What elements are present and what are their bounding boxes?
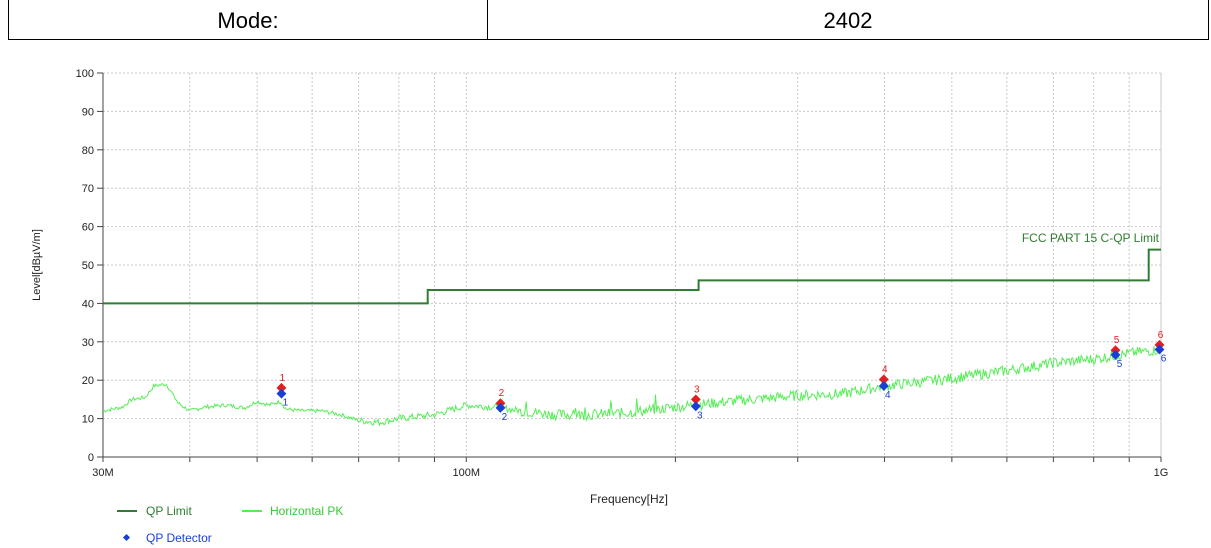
y-tick-label: 80 — [82, 145, 94, 157]
peak-marker-label: 5 — [1114, 335, 1120, 346]
legend-qp-limit-label: QP Limit — [146, 504, 192, 518]
peak-marker-label: 3 — [694, 384, 700, 395]
legend-qp-detector-swatch — [122, 533, 131, 542]
peak-marker — [690, 394, 701, 405]
grid — [103, 72, 1162, 457]
peak-marker-label: 4 — [882, 364, 888, 375]
mode-table: Mode: 2402 — [8, 0, 1209, 40]
axes: 0 10 20 30 40 50 60 70 80 90 100 30M 100M 1G — [76, 68, 1169, 479]
x-tick-label: 30M — [92, 467, 113, 479]
horizontal-pk-line — [102, 345, 1162, 427]
qp-marker-label: 4 — [885, 390, 891, 401]
x-tick-label: 100M — [452, 467, 480, 479]
peak-marker-label: 2 — [499, 388, 505, 399]
y-tick-label: 70 — [82, 183, 94, 195]
mode-row: Mode: 2402 — [8, 0, 1209, 40]
limit-annotation: FCC PART 15 C-QP Limit — [1022, 231, 1160, 245]
legend-qp-detector-label: QP Detector — [146, 531, 212, 545]
y-axis-label: Level[dBµV/m] — [31, 229, 43, 301]
qp-marker-label: 1 — [283, 398, 289, 409]
y-tick-label: 0 — [88, 452, 94, 464]
y-tick-label: 30 — [82, 337, 94, 349]
markers: 1 1 2 2 3 3 4 4 5 5 6 6 — [276, 330, 1167, 423]
x-axis-label: Frequency[Hz] — [590, 492, 668, 506]
peak-marker-label: 6 — [1158, 330, 1164, 341]
qp-detector-marker — [276, 388, 287, 399]
y-tick-label: 20 — [82, 375, 94, 387]
qp-marker-label: 3 — [697, 410, 703, 421]
y-tick-label: 40 — [82, 298, 94, 310]
y-tick-label: 60 — [82, 222, 94, 234]
qp-detector-marker — [878, 381, 889, 391]
legend: QP Limit Horizontal PK QP Detector — [117, 504, 343, 545]
y-tick-label: 10 — [82, 414, 94, 426]
qp-marker-label: 5 — [1117, 359, 1123, 370]
y-tick-label: 90 — [82, 106, 94, 118]
qp-detector-marker — [1154, 344, 1165, 355]
qp-limit-line — [103, 248, 1161, 305]
peak-marker — [276, 382, 287, 393]
y-tick-label: 50 — [82, 260, 94, 272]
qp-detector-marker — [690, 401, 701, 412]
y-tick-label: 100 — [76, 68, 94, 80]
qp-marker-label: 6 — [1161, 353, 1167, 364]
legend-horizontal-pk-label: Horizontal PK — [270, 504, 343, 518]
qp-detector-marker — [495, 402, 506, 413]
peak-marker — [878, 374, 889, 385]
qp-detector-marker — [1110, 349, 1121, 360]
qp-marker-label: 2 — [502, 412, 508, 423]
x-tick-label: 1G — [1154, 467, 1169, 479]
mode-label: Mode: — [8, 0, 488, 40]
peak-marker-label: 1 — [280, 373, 286, 384]
series — [102, 248, 1162, 427]
mode-value: 2402 — [487, 0, 1209, 40]
